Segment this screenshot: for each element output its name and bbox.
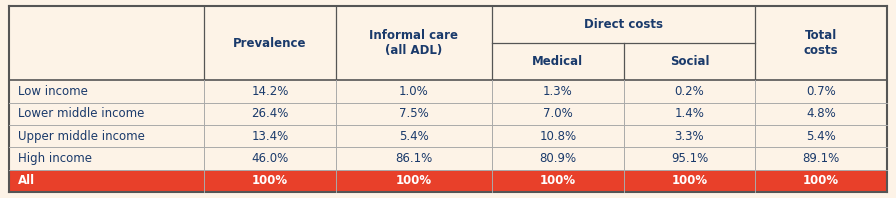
Text: Prevalence: Prevalence (233, 37, 306, 50)
Text: 26.4%: 26.4% (251, 107, 289, 120)
Text: 3.3%: 3.3% (675, 130, 704, 143)
Text: Total
costs: Total costs (804, 29, 839, 57)
Text: Upper middle income: Upper middle income (18, 130, 145, 143)
Text: 1.0%: 1.0% (399, 85, 428, 98)
Text: 5.4%: 5.4% (399, 130, 428, 143)
Text: Low income: Low income (18, 85, 88, 98)
Text: 1.3%: 1.3% (543, 85, 573, 98)
Text: High income: High income (18, 152, 92, 165)
Text: 0.2%: 0.2% (675, 85, 704, 98)
Bar (9, 103, 887, 125)
Bar (9, 170, 887, 192)
Text: 10.8%: 10.8% (539, 130, 576, 143)
Bar (9, 80, 887, 103)
Bar (9, 125, 887, 147)
Text: Lower middle income: Lower middle income (18, 107, 144, 120)
Text: 100%: 100% (539, 174, 576, 187)
Text: 95.1%: 95.1% (671, 152, 708, 165)
Text: 5.4%: 5.4% (806, 130, 836, 143)
Text: 100%: 100% (396, 174, 432, 187)
Text: 100%: 100% (671, 174, 708, 187)
Text: Social: Social (669, 55, 710, 68)
Text: Direct costs: Direct costs (584, 18, 663, 31)
Text: 7.5%: 7.5% (399, 107, 428, 120)
Text: Informal care
(all ADL): Informal care (all ADL) (369, 29, 459, 57)
Text: Medical: Medical (532, 55, 583, 68)
Text: 1.4%: 1.4% (675, 107, 704, 120)
Text: 100%: 100% (252, 174, 288, 187)
Text: 100%: 100% (803, 174, 840, 187)
Bar (9, 147, 887, 170)
Text: 4.8%: 4.8% (806, 107, 836, 120)
Text: 89.1%: 89.1% (803, 152, 840, 165)
Text: 0.7%: 0.7% (806, 85, 836, 98)
Text: All: All (18, 174, 35, 187)
Bar (9, 6, 887, 80)
Text: 80.9%: 80.9% (539, 152, 576, 165)
Text: 14.2%: 14.2% (251, 85, 289, 98)
Text: 7.0%: 7.0% (543, 107, 573, 120)
Text: 13.4%: 13.4% (251, 130, 289, 143)
Text: 46.0%: 46.0% (251, 152, 289, 165)
Text: 86.1%: 86.1% (395, 152, 433, 165)
